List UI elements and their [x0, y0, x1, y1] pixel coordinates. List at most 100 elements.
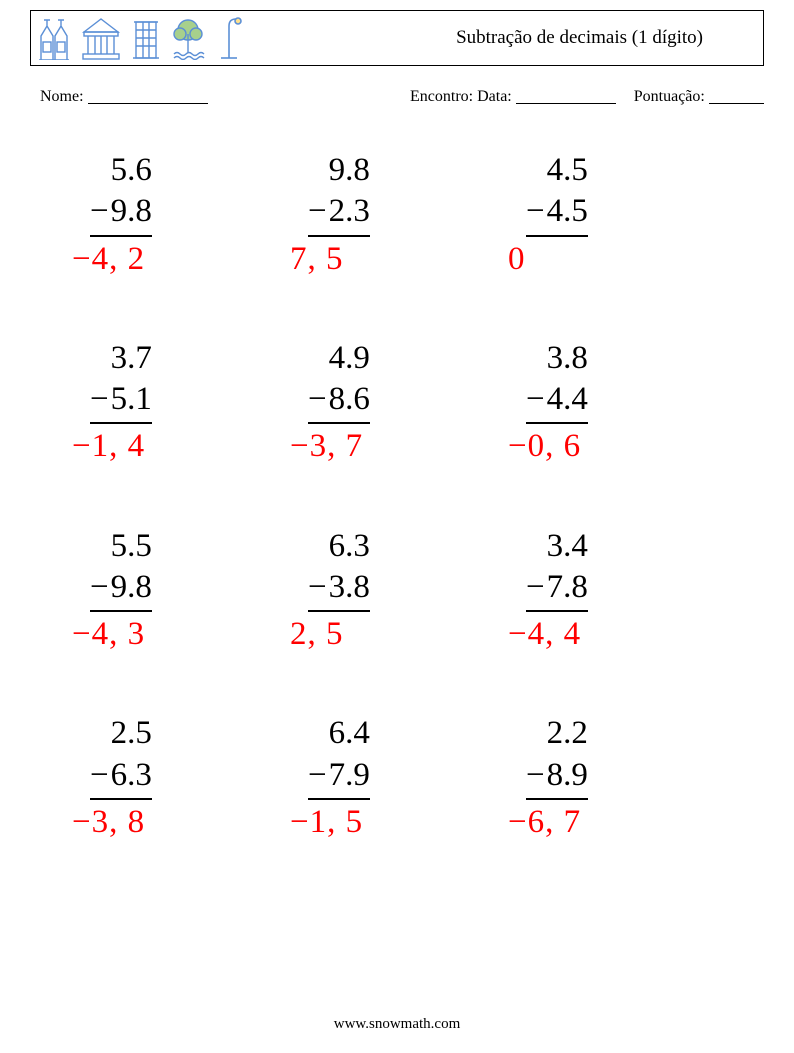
operator: − — [90, 193, 111, 229]
church-icon — [37, 16, 71, 60]
problem-stack: 2.5−6.3 — [90, 713, 152, 800]
minuend: 3.4 — [526, 526, 588, 567]
operator: − — [526, 381, 547, 417]
minuend: 6.4 — [308, 713, 370, 754]
problem-stack: 3.4−7.8 — [526, 526, 588, 613]
minuend: 9.8 — [308, 150, 370, 191]
subtrahend-value: 3.8 — [329, 569, 370, 605]
answer: −0, 6 — [508, 426, 581, 467]
answer: −4, 2 — [72, 239, 145, 280]
problem: 6.3−3.82, 5 — [278, 526, 496, 656]
bank-icon — [81, 16, 121, 60]
minuend: 4.9 — [308, 338, 370, 379]
problem: 4.9−8.6−3, 7 — [278, 338, 496, 468]
subtrahend-value: 5.1 — [111, 381, 152, 417]
subtrahend-value: 9.8 — [111, 193, 152, 229]
answer: −1, 4 — [72, 426, 145, 467]
subtrahend-value: 7.9 — [329, 757, 370, 793]
subtrahend: −7.9 — [308, 755, 370, 800]
operator: − — [308, 569, 329, 605]
building-icon — [131, 16, 161, 60]
problem-stack: 3.7−5.1 — [90, 338, 152, 425]
minuend: 2.2 — [526, 713, 588, 754]
problem: 3.8−4.4−0, 6 — [496, 338, 714, 468]
operator: − — [526, 569, 547, 605]
problem: 6.4−7.9−1, 5 — [278, 713, 496, 843]
streetlamp-icon — [215, 16, 243, 60]
problem-stack: 6.3−3.8 — [308, 526, 370, 613]
operator: − — [526, 193, 547, 229]
subtrahend-value: 6.3 — [111, 757, 152, 793]
header-icons — [37, 16, 243, 60]
subtrahend: −4.5 — [526, 191, 588, 236]
meta-row: Nome: Encontro: Data: Pontuação: — [30, 84, 764, 106]
minuend: 3.8 — [526, 338, 588, 379]
answer: −4, 3 — [72, 614, 145, 655]
minuend: 2.5 — [90, 713, 152, 754]
answer: −6, 7 — [508, 802, 581, 843]
answer: −1, 5 — [290, 802, 363, 843]
answer: −3, 7 — [290, 426, 363, 467]
name-label: Nome: — [40, 88, 84, 105]
problem-stack: 6.4−7.9 — [308, 713, 370, 800]
subtrahend-value: 4.4 — [547, 381, 588, 417]
operator: − — [308, 757, 329, 793]
operator: − — [526, 757, 547, 793]
header-box: Subtração de decimais (1 dígito) — [30, 10, 764, 66]
operator: − — [90, 757, 111, 793]
problems-grid: 5.6−9.8−4, 29.8−2.37, 54.5−4.503.7−5.1−1… — [30, 136, 764, 843]
subtrahend: −9.8 — [90, 567, 152, 612]
operator: − — [90, 569, 111, 605]
subtrahend-value: 8.9 — [547, 757, 588, 793]
subtrahend: −8.6 — [308, 379, 370, 424]
minuend: 4.5 — [526, 150, 588, 191]
name-blank — [88, 87, 208, 104]
worksheet-title: Subtração de decimais (1 dígito) — [456, 27, 753, 49]
problem: 9.8−2.37, 5 — [278, 150, 496, 280]
problem-stack: 4.5−4.5 — [526, 150, 588, 237]
subtrahend: −6.3 — [90, 755, 152, 800]
problem-stack: 9.8−2.3 — [308, 150, 370, 237]
subtrahend-value: 2.3 — [329, 193, 370, 229]
answer: −3, 8 — [72, 802, 145, 843]
tree-icon — [171, 16, 205, 60]
subtrahend: −5.1 — [90, 379, 152, 424]
minuend: 5.6 — [90, 150, 152, 191]
subtrahend: −3.8 — [308, 567, 370, 612]
subtrahend: −7.8 — [526, 567, 588, 612]
subtrahend: −2.3 — [308, 191, 370, 236]
date-blank — [516, 87, 616, 104]
answer: 7, 5 — [290, 239, 344, 280]
problem-stack: 4.9−8.6 — [308, 338, 370, 425]
operator: − — [308, 193, 329, 229]
problem-stack: 3.8−4.4 — [526, 338, 588, 425]
problem: 5.6−9.8−4, 2 — [60, 150, 278, 280]
operator: − — [90, 381, 111, 417]
minuend: 6.3 — [308, 526, 370, 567]
footer-url: www.snowmath.com — [0, 1016, 794, 1033]
subtrahend-value: 7.8 — [547, 569, 588, 605]
subtrahend: −8.9 — [526, 755, 588, 800]
subtrahend: −4.4 — [526, 379, 588, 424]
minuend: 5.5 — [90, 526, 152, 567]
problem: 3.4−7.8−4, 4 — [496, 526, 714, 656]
score-label: Pontuação: — [634, 88, 705, 105]
subtrahend-value: 8.6 — [329, 381, 370, 417]
problem-stack: 5.5−9.8 — [90, 526, 152, 613]
problem: 2.5−6.3−3, 8 — [60, 713, 278, 843]
answer: 2, 5 — [290, 614, 344, 655]
problem: 3.7−5.1−1, 4 — [60, 338, 278, 468]
problem-stack: 2.2−8.9 — [526, 713, 588, 800]
problem: 2.2−8.9−6, 7 — [496, 713, 714, 843]
problem-stack: 5.6−9.8 — [90, 150, 152, 237]
subtrahend: −9.8 — [90, 191, 152, 236]
problem: 4.5−4.50 — [496, 150, 714, 280]
answer: −4, 4 — [508, 614, 581, 655]
operator: − — [308, 381, 329, 417]
subtrahend-value: 9.8 — [111, 569, 152, 605]
minuend: 3.7 — [90, 338, 152, 379]
subtrahend-value: 4.5 — [547, 193, 588, 229]
date-label: Encontro: Data: — [410, 88, 512, 105]
problem: 5.5−9.8−4, 3 — [60, 526, 278, 656]
score-blank — [709, 87, 764, 104]
